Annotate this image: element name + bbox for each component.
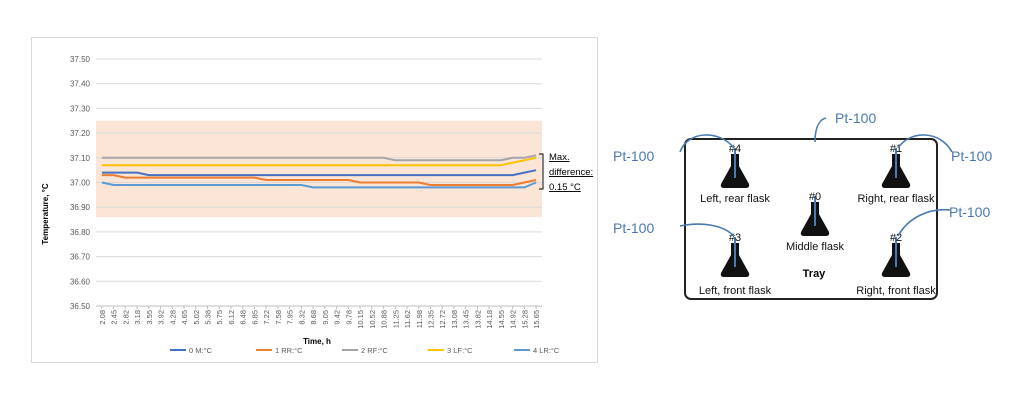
sensor-wire (897, 134, 953, 153)
x-tick-label: 4.65 (180, 310, 189, 325)
pt100-label: Pt-100 (951, 148, 992, 164)
chart-panel: 37.50 37.40 37.30 37.20 37.10 37.00 36.90 36.80… (31, 37, 598, 363)
x-tick-label: 15.65 (532, 310, 541, 329)
legend-label-3: 3 LF:°C (447, 346, 473, 355)
flask-2: #0 Middle flask (786, 191, 845, 253)
x-tick-label: 10.15 (356, 310, 365, 329)
x-tick-label: 2.45 (110, 310, 119, 325)
x-tick-label: 13.08 (450, 310, 459, 329)
legend-label-0: 0 M:°C (189, 346, 213, 355)
x-tick-label: 8.32 (297, 310, 306, 325)
x-tick-label: 14.92 (509, 310, 518, 329)
x-axis-label: Time, h (303, 337, 331, 346)
x-tick-label: 2.08 (98, 310, 107, 325)
y-axis-label: Temperature, °C (41, 183, 50, 245)
tolerance-band (96, 120, 542, 218)
x-tick-label: 14.18 (485, 310, 494, 329)
x-tick-label: 14.55 (497, 310, 506, 329)
pt100-label: Pt-100 (835, 110, 876, 126)
flask-name: Right, rear flask (857, 193, 935, 205)
flask-name: Right, front flask (856, 285, 936, 297)
x-tick-label: 11.25 (391, 310, 400, 328)
x-tick-label: 13.82 (473, 310, 482, 329)
flask-id: #2 (890, 232, 902, 244)
legend-label-1: 1 RR:°C (275, 346, 303, 355)
x-tick-label: 10.88 (380, 310, 389, 329)
x-tick-label: 6.48 (239, 310, 248, 325)
x-tick-label: 7.22 (262, 310, 271, 325)
flask-name: Left, rear flask (700, 193, 770, 205)
x-tick-label: 9.42 (333, 310, 342, 325)
x-tick-label: 7.95 (286, 310, 295, 325)
x-tick-label: 6.85 (250, 310, 259, 325)
y-tick-label: 37.40 (70, 80, 91, 89)
x-tick-label: 7.58 (274, 310, 283, 325)
sensor-wire (679, 134, 735, 153)
sensor-probe (734, 237, 736, 267)
tray-label: Tray (803, 268, 827, 280)
x-tick-label: 9.05 (321, 310, 330, 325)
x-tick-label: 2.82 (121, 310, 130, 325)
x-tick-label: 9.78 (344, 310, 353, 325)
y-tick-label: 36.70 (70, 253, 91, 262)
flask-4: #2 Right, front flask (856, 232, 936, 297)
legend-label-2: 2 RF:°C (361, 346, 388, 355)
sensor-wire (679, 223, 735, 237)
x-tick-label: 3.92 (157, 310, 166, 325)
x-tick-label: 15.28 (520, 310, 529, 329)
sensor-probe (895, 237, 897, 267)
y-tick-label: 36.50 (70, 302, 91, 311)
x-tick-label: 5.38 (204, 310, 213, 325)
x-tick-label: 5.75 (215, 310, 224, 325)
x-tick-label: 11.62 (403, 310, 412, 328)
sensor-probe (895, 148, 897, 178)
x-tick-label: 10.52 (368, 310, 377, 329)
flask-name: Middle flask (786, 241, 845, 253)
pt100-label: Pt-100 (613, 148, 654, 164)
max-difference-bracket (539, 153, 544, 190)
legend-label-4: 4 LR:°C (533, 346, 560, 355)
sensor-probe (814, 196, 816, 226)
x-tick-label: 8.68 (309, 310, 318, 325)
tray-outline (684, 138, 938, 300)
x-tick-label: 3.55 (145, 310, 154, 325)
series-line-1 (101, 174, 537, 186)
y-tick-label: 36.80 (70, 228, 91, 237)
pt100-label: Pt-100 (949, 204, 990, 220)
series-line-2 (101, 154, 537, 162)
annotation-line2: difference: (549, 167, 593, 178)
x-tick-label: 13.45 (462, 310, 471, 329)
y-tick-label: 37.00 (70, 179, 91, 188)
sensor-wire (814, 117, 827, 143)
series-line-4 (101, 181, 537, 189)
y-tick-label: 37.50 (70, 55, 91, 64)
annotation-line1: Max. (549, 152, 570, 163)
temperature-chart: 37.50 37.40 37.30 37.20 37.10 37.00 36.90 36.80… (41, 55, 593, 355)
sensor-probe (734, 148, 736, 178)
x-tick-label: 6.12 (227, 310, 236, 325)
flask-name: Left, front flask (699, 285, 772, 297)
annotation-line3: 0.15 °C (549, 182, 581, 193)
y-tick-label: 37.30 (70, 104, 91, 113)
x-tick-label: 11.98 (415, 310, 424, 328)
x-tick-label: 12.72 (438, 310, 447, 329)
y-tick-label: 36.60 (70, 277, 91, 286)
y-tick-label: 37.20 (70, 129, 91, 138)
sensor-wire (897, 208, 951, 237)
y-tick-label: 36.90 (70, 203, 91, 212)
flask-id: #0 (809, 191, 821, 203)
x-tick-label: 4.28 (168, 310, 177, 325)
pt100-label: Pt-100 (613, 220, 654, 236)
series-line-0 (101, 169, 537, 177)
x-tick-label: 5.02 (192, 310, 201, 325)
x-tick-label: 3.18 (133, 310, 142, 325)
x-tick-label: 12.35 (427, 310, 436, 329)
series-line-3 (101, 156, 537, 167)
y-tick-label: 37.10 (70, 154, 91, 163)
